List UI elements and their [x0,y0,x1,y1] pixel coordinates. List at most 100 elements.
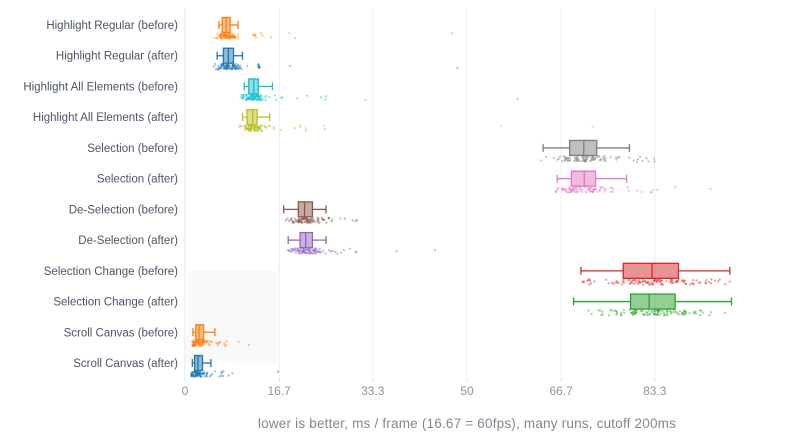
data-point [615,279,618,283]
data-point [307,249,310,252]
data-point [572,189,575,192]
data-point [601,310,604,313]
data-point [433,248,437,252]
data-point [348,247,352,250]
data-point [669,310,673,314]
data-point [225,34,228,37]
data-point [197,342,200,345]
data-point [231,35,234,38]
data-point [249,97,252,100]
data-point [578,185,581,189]
data-point [197,371,201,374]
data-point [197,340,200,344]
data-point [598,189,602,192]
data-point [198,342,202,345]
data-point [220,370,224,373]
data-point [302,217,305,221]
data-point [260,94,264,98]
box-trace[interactable] [580,262,731,286]
data-point [308,249,311,253]
data-point [313,250,316,253]
box-trace[interactable] [191,324,250,348]
data-point [246,127,249,131]
box-rect[interactable] [297,201,314,218]
data-point [219,67,222,70]
box-rect[interactable] [622,262,680,279]
data-point [575,158,579,161]
box-trace[interactable] [213,16,453,40]
data-point [653,310,657,313]
data-point [231,33,234,36]
data-point [222,33,225,36]
box-trace[interactable] [572,293,733,317]
box-trace[interactable] [554,170,712,194]
data-point [652,157,656,161]
data-point [616,281,619,284]
data-point [192,343,196,347]
data-point [192,344,196,347]
data-point [565,156,568,159]
box-trace[interactable] [212,47,459,71]
box-trace[interactable] [540,139,656,163]
data-point [191,340,194,344]
data-point [228,36,231,39]
data-point [305,252,309,255]
data-point [321,249,325,252]
data-point [298,218,302,221]
data-point [257,125,260,128]
data-point [233,63,236,67]
data-point [674,186,677,189]
data-point [308,220,312,224]
data-point [620,311,623,314]
data-point [709,311,713,314]
data-point [311,252,315,255]
data-point [636,282,640,286]
data-point [197,343,200,347]
data-point [249,124,253,127]
data-point [577,159,580,162]
data-point [219,36,222,39]
data-point [210,372,214,376]
data-point [564,188,567,191]
data-point [248,94,251,98]
data-point [224,67,228,70]
data-point [244,125,247,128]
box-rect[interactable] [570,170,597,187]
data-point [308,221,311,224]
box-trace[interactable] [190,354,280,378]
data-point [302,248,305,252]
data-point [196,339,199,342]
data-point [224,66,227,69]
data-point [331,218,334,221]
data-point [231,36,235,40]
data-point [564,157,567,160]
data-point [265,126,268,130]
data-point [250,126,254,129]
box-trace[interactable] [283,201,358,225]
data-point [244,127,247,130]
box-trace[interactable] [238,109,594,133]
data-point [627,278,630,282]
data-point [692,283,695,286]
data-point [310,217,313,221]
data-point [253,125,257,128]
data-point [205,340,208,344]
data-point [663,314,667,317]
box-trace[interactable] [286,231,437,256]
data-point [200,372,203,375]
data-point [192,343,196,347]
data-point [665,280,668,283]
data-point [250,126,254,129]
data-point [586,188,590,192]
data-point [309,251,312,255]
box-trace[interactable] [239,78,519,102]
data-point [197,340,200,343]
data-point [194,370,198,373]
data-point [227,64,230,67]
data-point [257,129,260,132]
data-point [196,374,199,377]
data-point [227,67,231,70]
box-rect[interactable] [629,293,676,310]
data-point [250,96,253,99]
